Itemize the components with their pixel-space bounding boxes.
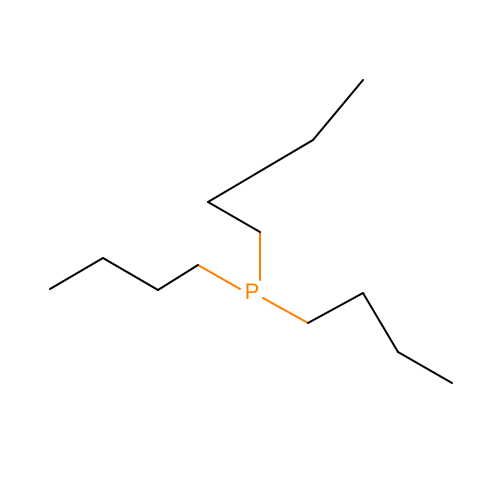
bond-10 xyxy=(363,293,398,352)
bond-8 xyxy=(263,298,308,323)
bond-2 xyxy=(103,258,158,290)
bond-layer xyxy=(0,0,500,500)
bond-0 xyxy=(198,265,240,289)
bond-5 xyxy=(208,202,260,232)
phosphorus-atom-label: P xyxy=(245,279,260,305)
bond-7 xyxy=(313,80,363,140)
molecule-canvas: P xyxy=(0,0,500,500)
bond-6 xyxy=(208,140,313,202)
bond-11 xyxy=(398,352,452,383)
bond-9 xyxy=(308,293,363,323)
bond-1 xyxy=(158,265,198,290)
bond-3 xyxy=(50,258,103,289)
